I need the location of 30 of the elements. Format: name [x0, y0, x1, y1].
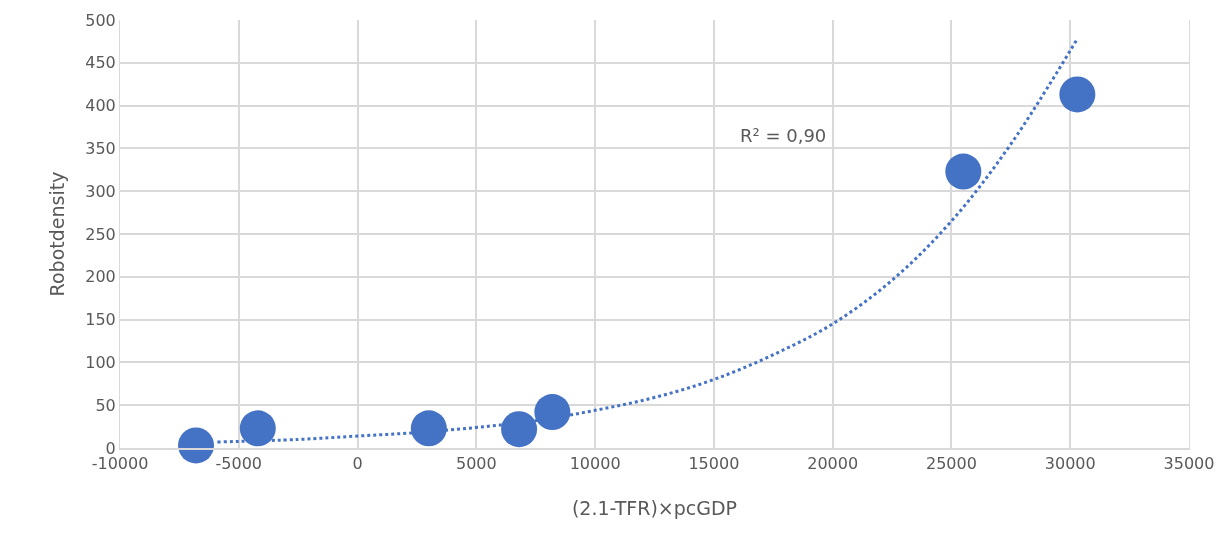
x-tick-label: 20000: [807, 453, 859, 473]
y-tick-label: 250: [85, 224, 116, 244]
x-tick-label: 35000: [1163, 453, 1215, 473]
y-tick-label: 200: [85, 267, 116, 287]
x-tick-label: 10000: [569, 453, 621, 473]
y-tick-label: 350: [85, 139, 116, 158]
x-tick-label: 25000: [925, 453, 977, 473]
point: [945, 153, 982, 190]
y-tick-label: 500: [85, 10, 116, 30]
annotation: R² = 0,90: [740, 125, 827, 146]
y-axis-title: Robotdensity: [46, 171, 69, 297]
y-tick-label: 400: [85, 96, 116, 116]
line-series: [215, 37, 1079, 444]
point: [410, 410, 447, 447]
y-tick-label: 50: [95, 395, 116, 415]
x-tick-label: 30000: [1044, 453, 1096, 473]
x-tick-label: -5000: [215, 453, 263, 473]
point: [1059, 76, 1096, 113]
x-tick-label: 15000: [688, 453, 740, 473]
point: [501, 411, 538, 448]
point: [239, 410, 276, 447]
x-tick-label: 5000: [455, 453, 497, 473]
y-tick-label: 150: [85, 310, 116, 330]
x-tick-label: 0: [352, 453, 363, 473]
point: [178, 427, 215, 464]
point: [534, 394, 571, 431]
x-axis-title: (2.1-TFR)×pcGDP: [571, 497, 738, 520]
y-tick-label: 450: [85, 53, 116, 73]
y-tick-label: 300: [85, 181, 116, 201]
y-tick-label: 100: [85, 353, 116, 372]
